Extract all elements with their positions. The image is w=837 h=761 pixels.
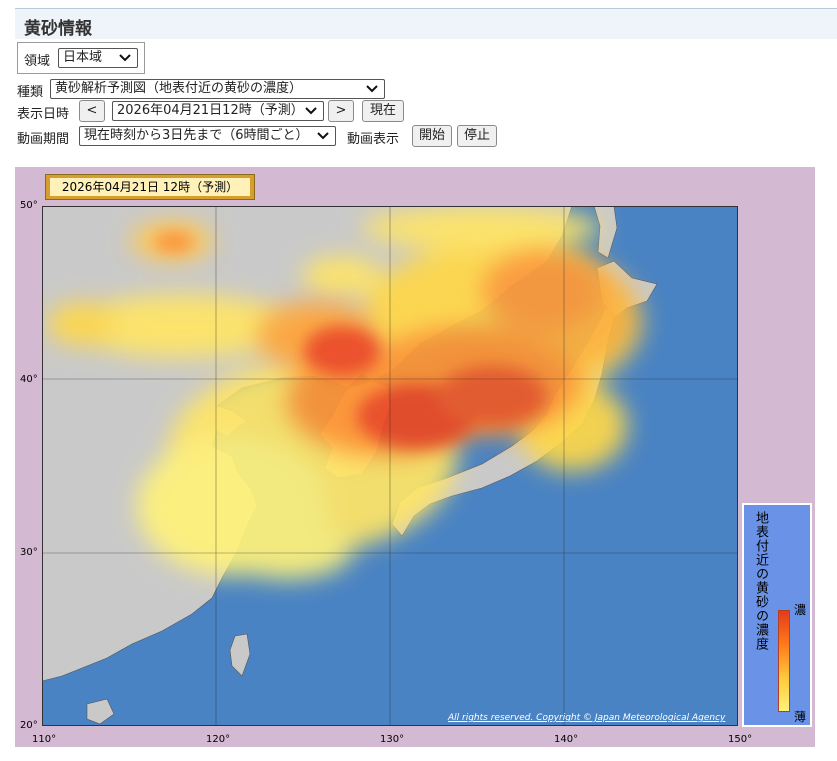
region-box: 領域 日本域 bbox=[17, 42, 145, 74]
prev-button[interactable]: < bbox=[79, 100, 105, 122]
lon-tick-label: 130° bbox=[380, 734, 405, 745]
page-header: 黄砂情報 bbox=[15, 8, 837, 39]
page-title: 黄砂情報 bbox=[24, 19, 92, 39]
map-date-label: 2026年04月21日 12時（予測） bbox=[50, 178, 250, 196]
lon-tick-label: 120° bbox=[206, 734, 231, 745]
datetime-label: 表示日時 bbox=[17, 107, 70, 122]
copyright-text: All rights reserved. Copyright © Japan M… bbox=[448, 713, 726, 723]
now-button[interactable]: 現在 bbox=[362, 100, 404, 122]
chevron-down-icon bbox=[119, 54, 131, 62]
lat-tick-label: 50° bbox=[20, 200, 38, 211]
datetime-select[interactable]: 2026年04月21日12時（予測） bbox=[112, 101, 324, 121]
legend-high-label: 濃 bbox=[794, 603, 807, 617]
dust-overlay bbox=[47, 206, 642, 579]
stop-button[interactable]: 停止 bbox=[457, 125, 497, 147]
anim-period-select[interactable]: 現在時刻から3日先まで（6時間ごと） bbox=[79, 126, 336, 146]
legend-color-bar bbox=[778, 610, 790, 712]
type-select[interactable]: 黄砂解析予測図（地表付近の黄砂の濃度） bbox=[50, 79, 385, 99]
type-label: 種類 bbox=[17, 85, 44, 100]
land-taiwan bbox=[229, 633, 251, 677]
lon-tick-label: 110° bbox=[32, 734, 57, 745]
type-select-value: 黄砂解析予測図（地表付近の黄砂の濃度） bbox=[55, 81, 303, 96]
graticule bbox=[42, 206, 738, 726]
region-select-value: 日本域 bbox=[63, 50, 103, 65]
lat-tick-label: 40° bbox=[20, 374, 38, 385]
map-date-badge: 2026年04月21日 12時（予測） bbox=[45, 174, 255, 200]
region-label: 領域 bbox=[24, 54, 51, 69]
chevron-down-icon bbox=[317, 132, 329, 140]
anim-display-label: 動画表示 bbox=[347, 132, 400, 147]
datetime-select-value: 2026年04月21日12時（予測） bbox=[117, 103, 304, 118]
map-legend: 地表付近の黄砂の濃度 濃 薄 bbox=[742, 503, 812, 727]
land-hainan bbox=[86, 698, 115, 725]
chevron-down-icon bbox=[366, 85, 378, 93]
legend-title: 地表付近の黄砂の濃度 bbox=[753, 511, 768, 651]
lon-tick-label: 150° bbox=[728, 734, 753, 745]
lon-tick-label: 140° bbox=[554, 734, 579, 745]
lat-tick-label: 20° bbox=[20, 720, 38, 731]
start-button[interactable]: 開始 bbox=[412, 125, 452, 147]
anim-period-label: 動画期間 bbox=[17, 132, 70, 147]
dust-map[interactable] bbox=[42, 206, 738, 726]
legend-low-label: 薄 bbox=[794, 710, 807, 724]
chevron-down-icon bbox=[305, 107, 317, 115]
anim-period-select-value: 現在時刻から3日先まで（6時間ごと） bbox=[84, 128, 309, 143]
next-button[interactable]: > bbox=[328, 100, 354, 122]
region-select[interactable]: 日本域 bbox=[58, 48, 138, 68]
lat-tick-label: 30° bbox=[20, 547, 38, 558]
